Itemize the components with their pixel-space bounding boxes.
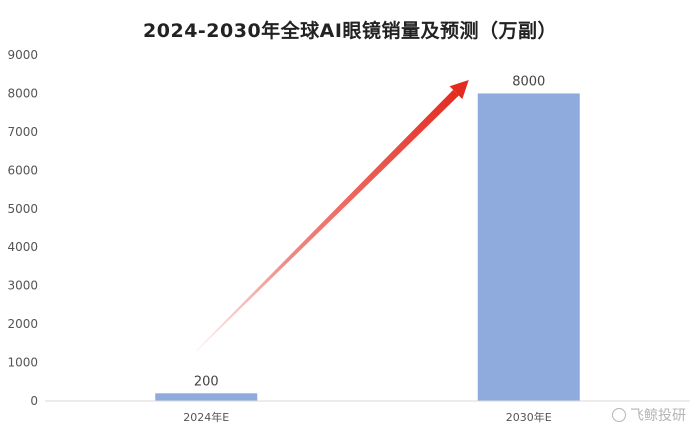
category-label: 2024年E	[183, 410, 229, 424]
y-tick-label: 9000	[7, 48, 38, 62]
watermark-text: 飞鲸投研	[630, 408, 686, 424]
y-tick-label: 0	[30, 394, 38, 408]
watermark: 飞鲸投研	[612, 405, 686, 425]
arrow-head	[449, 79, 469, 100]
bars	[155, 93, 580, 401]
bar	[155, 393, 258, 401]
trend-arrow	[195, 79, 469, 352]
y-tick-label: 2000	[7, 317, 38, 331]
y-tick-label: 3000	[7, 279, 38, 293]
y-axis-ticks: 0 1000 2000 3000 4000 5000 6000 7000 8000 9000	[7, 48, 38, 408]
y-tick-label: 8000	[7, 86, 38, 100]
data-label: 200	[194, 374, 219, 389]
y-tick-label: 4000	[7, 240, 38, 254]
category-label: 2030年E	[506, 410, 552, 424]
data-label: 8000	[512, 74, 545, 89]
category-labels: 2024年E 2030年E	[183, 410, 551, 424]
data-labels: 200 8000	[194, 74, 545, 389]
weibo-icon	[612, 408, 626, 422]
y-tick-label: 1000	[7, 356, 38, 370]
y-tick-label: 6000	[7, 163, 38, 177]
y-tick-label: 7000	[7, 125, 38, 139]
arrow-shaft	[195, 89, 459, 352]
chart-title: 2024-2030年全球AI眼镜销量及预测（万副）	[143, 20, 557, 42]
y-tick-label: 5000	[7, 202, 38, 216]
bar	[477, 93, 580, 401]
